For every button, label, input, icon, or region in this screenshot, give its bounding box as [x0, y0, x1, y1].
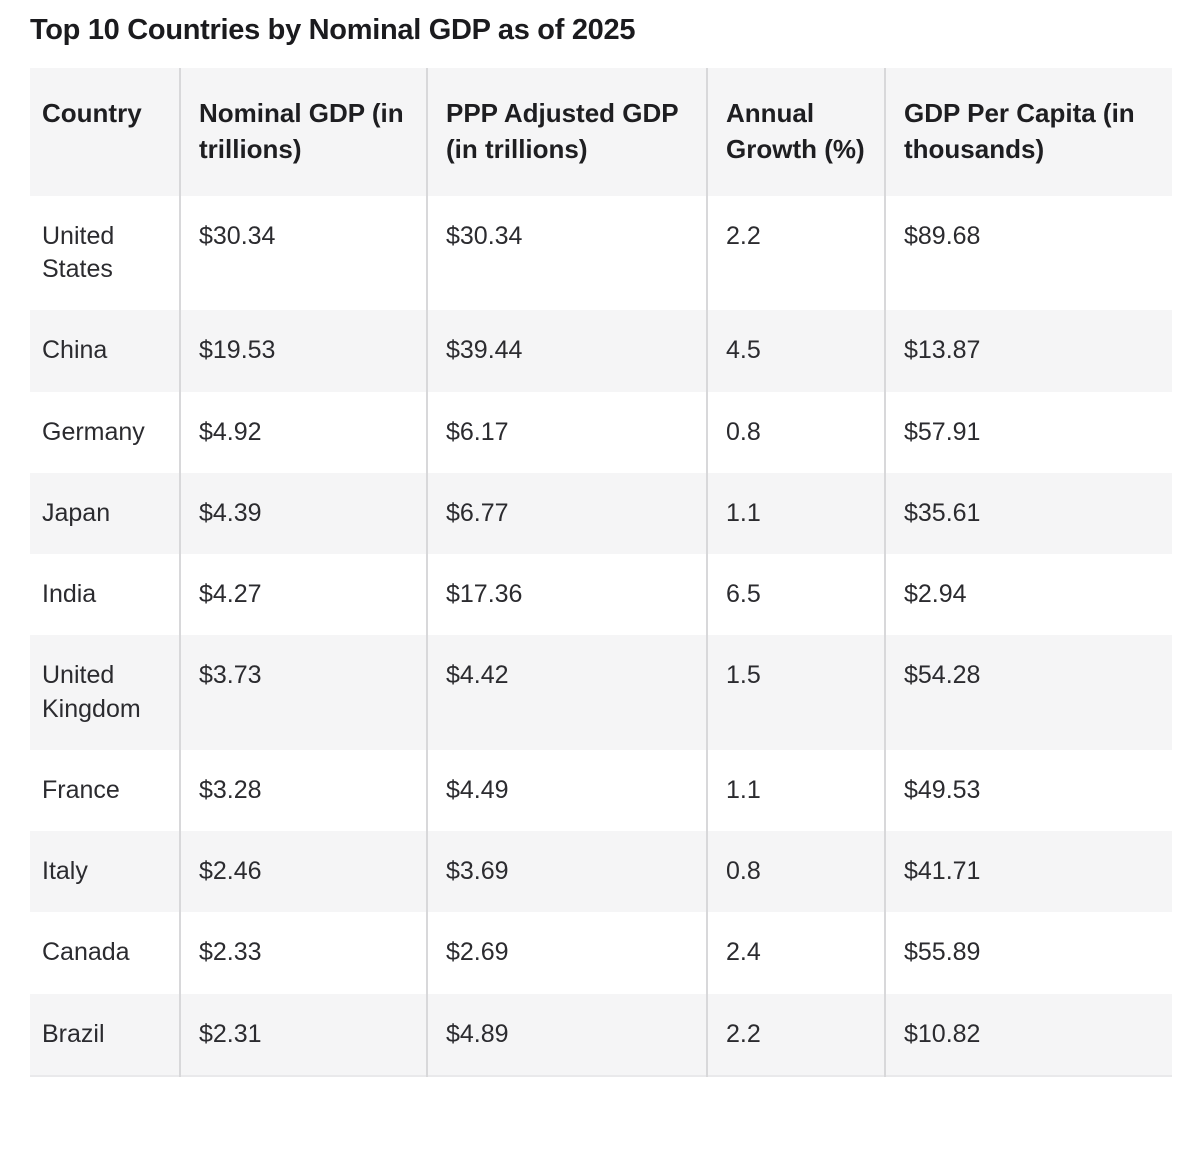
cell-annual-growth: 1.1: [706, 749, 885, 831]
cell-gdp-per-capita: $89.68: [884, 195, 1172, 311]
table-body: United States $30.34 $30.34 2.2 $89.68 China $…: [30, 195, 1172, 1076]
column-header-ppp-gdp: PPP Adjusted GDP (in trillions): [426, 68, 707, 196]
gdp-table: Country Nominal GDP (in trillions) PPP A…: [30, 68, 1172, 1077]
table-row: China $19.53 $39.44 4.5 $13.87: [30, 310, 1172, 392]
cell-country: Brazil: [30, 993, 180, 1076]
cell-annual-growth: 1.5: [706, 635, 885, 750]
cell-ppp-gdp: $2.69: [426, 912, 707, 994]
cell-annual-growth: 0.8: [706, 831, 885, 913]
table-row: France $3.28 $4.49 1.1 $49.53: [30, 749, 1172, 831]
cell-ppp-gdp: $4.49: [426, 749, 707, 831]
page-title: Top 10 Countries by Nominal GDP as of 20…: [30, 14, 636, 46]
cell-gdp-per-capita: $35.61: [884, 472, 1172, 554]
table-row: United States $30.34 $30.34 2.2 $89.68: [30, 195, 1172, 311]
cell-gdp-per-capita: $57.91: [884, 391, 1172, 473]
cell-country: Canada: [30, 912, 180, 994]
cell-country: Japan: [30, 472, 180, 554]
cell-gdp-per-capita: $41.71: [884, 831, 1172, 913]
cell-ppp-gdp: $6.17: [426, 391, 707, 473]
cell-ppp-gdp: $6.77: [426, 472, 707, 554]
cell-country: India: [30, 554, 180, 636]
cell-gdp-per-capita: $13.87: [884, 310, 1172, 392]
cell-gdp-per-capita: $10.82: [884, 993, 1172, 1076]
cell-annual-growth: 2.4: [706, 912, 885, 994]
cell-nominal-gdp: $30.34: [179, 195, 427, 311]
table-row: Germany $4.92 $6.17 0.8 $57.91: [30, 391, 1172, 473]
cell-ppp-gdp: $17.36: [426, 554, 707, 636]
cell-annual-growth: 0.8: [706, 391, 885, 473]
table-row: Canada $2.33 $2.69 2.4 $55.89: [30, 912, 1172, 994]
cell-annual-growth: 2.2: [706, 195, 885, 311]
cell-annual-growth: 6.5: [706, 554, 885, 636]
cell-country: Italy: [30, 831, 180, 913]
cell-country: France: [30, 749, 180, 831]
cell-gdp-per-capita: $2.94: [884, 554, 1172, 636]
cell-nominal-gdp: $19.53: [179, 310, 427, 392]
cell-nominal-gdp: $4.92: [179, 391, 427, 473]
column-header-gdp-per-capita: GDP Per Capita (in thousands): [884, 68, 1172, 196]
cell-nominal-gdp: $3.28: [179, 749, 427, 831]
cell-ppp-gdp: $4.89: [426, 993, 707, 1076]
cell-gdp-per-capita: $49.53: [884, 749, 1172, 831]
table-row: India $4.27 $17.36 6.5 $2.94: [30, 554, 1172, 636]
cell-ppp-gdp: $4.42: [426, 635, 707, 750]
table-row: Italy $2.46 $3.69 0.8 $41.71: [30, 831, 1172, 913]
cell-gdp-per-capita: $55.89: [884, 912, 1172, 994]
cell-nominal-gdp: $2.33: [179, 912, 427, 994]
column-header-country: Country: [30, 68, 180, 196]
cell-country: China: [30, 310, 180, 392]
cell-nominal-gdp: $2.46: [179, 831, 427, 913]
cell-ppp-gdp: $3.69: [426, 831, 707, 913]
table-header-row: Country Nominal GDP (in trillions) PPP A…: [30, 68, 1172, 196]
table-row: United Kingdom $3.73 $4.42 1.5 $54.28: [30, 635, 1172, 750]
column-header-nominal-gdp: Nominal GDP (in trillions): [179, 68, 427, 196]
cell-nominal-gdp: $4.39: [179, 472, 427, 554]
cell-annual-growth: 2.2: [706, 993, 885, 1076]
cell-gdp-per-capita: $54.28: [884, 635, 1172, 750]
cell-ppp-gdp: $30.34: [426, 195, 707, 311]
table-row: Brazil $2.31 $4.89 2.2 $10.82: [30, 993, 1172, 1076]
cell-country: United States: [30, 195, 180, 311]
column-header-annual-growth: Annual Growth (%): [706, 68, 885, 196]
table-row: Japan $4.39 $6.77 1.1 $35.61: [30, 472, 1172, 554]
cell-ppp-gdp: $39.44: [426, 310, 707, 392]
cell-country: United Kingdom: [30, 635, 180, 750]
cell-annual-growth: 1.1: [706, 472, 885, 554]
cell-nominal-gdp: $2.31: [179, 993, 427, 1076]
cell-nominal-gdp: $4.27: [179, 554, 427, 636]
cell-annual-growth: 4.5: [706, 310, 885, 392]
cell-country: Germany: [30, 391, 180, 473]
cell-nominal-gdp: $3.73: [179, 635, 427, 750]
